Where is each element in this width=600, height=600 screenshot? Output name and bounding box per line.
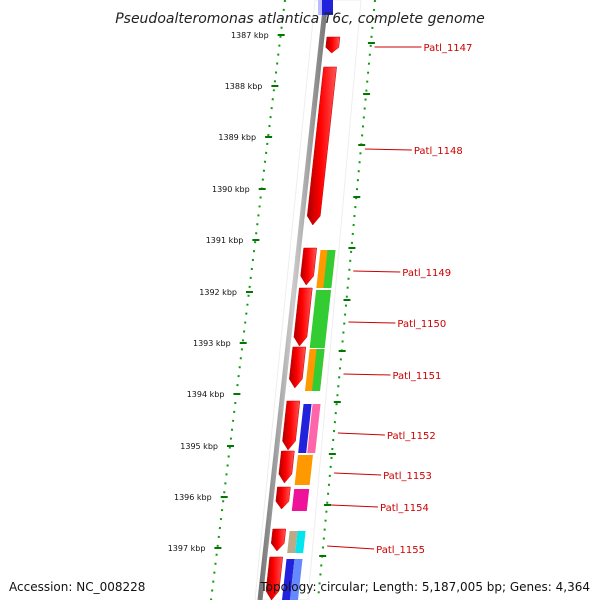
cog-block xyxy=(311,349,325,391)
gene-arrow[interactable] xyxy=(265,556,284,600)
scale-tick-label: 1389 kbp xyxy=(218,133,256,142)
cog-block xyxy=(321,0,333,15)
gene-arrows xyxy=(265,36,341,600)
cog-block xyxy=(323,250,336,288)
gene-label-leader xyxy=(364,148,412,151)
scale-tick-label: 1392 kbp xyxy=(199,288,237,297)
inner-dotted-circle xyxy=(210,0,286,600)
scale-tick-label: 1391 kbp xyxy=(206,236,244,245)
gene-arrow[interactable] xyxy=(325,36,341,54)
outer-dotted-circle xyxy=(317,0,376,600)
scale-tick-label: 1396 kbp xyxy=(174,493,212,502)
gene-arrow[interactable] xyxy=(270,528,287,552)
gene-arrow[interactable] xyxy=(289,346,307,389)
gene-arrow[interactable] xyxy=(293,287,313,347)
gene-label[interactable]: Patl_1154 xyxy=(380,503,429,514)
scale-tick-label: 1394 kbp xyxy=(187,390,225,399)
cog-block xyxy=(318,0,322,15)
cog-block xyxy=(307,404,321,453)
scale-tick-label: 1393 kbp xyxy=(193,339,231,348)
accession-text: Accession: NC_008228 xyxy=(9,580,146,594)
cog-block xyxy=(294,455,313,485)
gene-label-leader xyxy=(334,472,382,476)
gene-labels: Patl_1147 Patl_1148 Patl_1149 Patl_1150 Patl… xyxy=(327,43,472,556)
gene-arrow[interactable] xyxy=(300,247,317,286)
cog-block xyxy=(290,559,303,600)
scale-ticks: 1387 kbp 1388 kbp 1389 kbp 1390 kbp 1391 kbp… xyxy=(168,31,375,557)
genome-title: Pseudoalteromonas atlantica T6c, complet… xyxy=(115,11,485,27)
gene-label[interactable]: Patl_1148 xyxy=(414,146,463,157)
gene-label-leader xyxy=(331,504,379,508)
gene-label-leader xyxy=(343,373,391,376)
topology-text: Topology: circular; Length: 5,187,005 bp… xyxy=(260,580,590,594)
gene-arrow[interactable] xyxy=(282,400,301,451)
cog-block xyxy=(282,559,295,600)
scale-tick-label: 1388 kbp xyxy=(225,82,263,91)
scale-tick-label: 1395 kbp xyxy=(180,442,218,451)
gene-label[interactable]: Patl_1150 xyxy=(397,319,446,330)
gene-label[interactable]: Patl_1149 xyxy=(402,268,451,279)
gene-label[interactable]: Patl_1155 xyxy=(376,545,425,556)
scale-tick-label: 1397 kbp xyxy=(168,544,206,553)
gene-label[interactable]: Patl_1151 xyxy=(392,371,441,382)
cog-block xyxy=(291,489,310,511)
gene-label-leader xyxy=(337,432,385,436)
gene-arrow[interactable] xyxy=(278,450,295,484)
cog-block xyxy=(309,290,332,348)
gene-label[interactable]: Patl_1153 xyxy=(383,471,432,482)
scale-tick-label: 1387 kbp xyxy=(231,31,269,40)
genome-backbone xyxy=(257,0,329,600)
gene-label-leader xyxy=(327,545,375,550)
gene-label[interactable]: Patl_1147 xyxy=(424,43,473,54)
gene-arrow[interactable] xyxy=(275,486,291,510)
cog-block xyxy=(287,531,298,553)
cog-block xyxy=(295,531,306,553)
gene-label-leader xyxy=(353,270,401,273)
gene-label[interactable]: Patl_1152 xyxy=(387,431,436,442)
gene-label-leader xyxy=(348,321,396,324)
scale-tick-label: 1390 kbp xyxy=(212,185,250,194)
cog-block xyxy=(298,404,312,453)
cog-blocks xyxy=(282,250,336,600)
gene-arrow[interactable] xyxy=(306,66,337,226)
